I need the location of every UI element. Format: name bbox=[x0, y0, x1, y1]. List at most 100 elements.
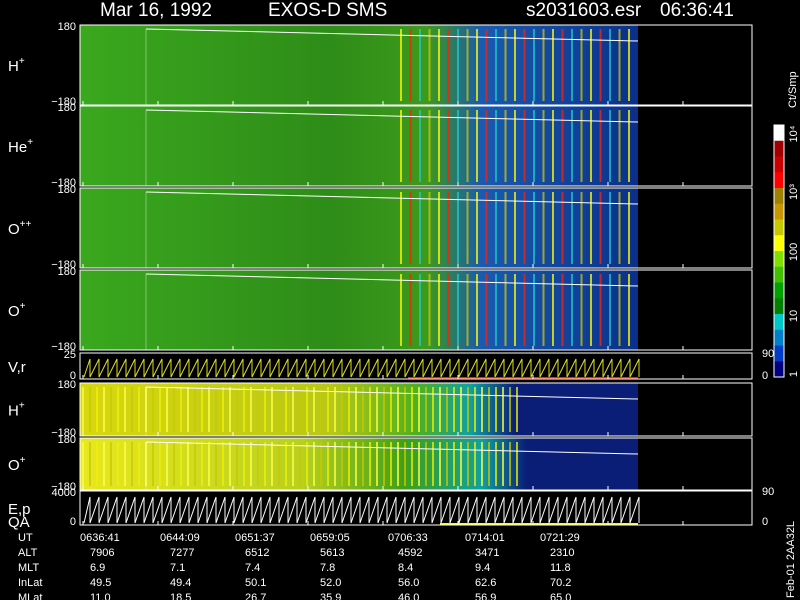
data-stripe bbox=[250, 387, 252, 432]
panel-fill bbox=[80, 383, 638, 436]
data-stripe bbox=[173, 442, 175, 486]
data-stripe bbox=[89, 442, 91, 486]
data-stripe bbox=[124, 442, 126, 486]
data-stripe bbox=[516, 442, 518, 486]
panel-o-plus-2: 180 −180 O+ bbox=[8, 434, 753, 493]
data-stripe bbox=[215, 442, 217, 486]
data-stripe bbox=[509, 442, 511, 486]
y-tick-top: 180 bbox=[58, 102, 76, 114]
panel-frame bbox=[79, 382, 753, 437]
data-stripe bbox=[439, 442, 441, 486]
data-stripe bbox=[348, 387, 350, 432]
panel-fill bbox=[80, 438, 638, 490]
ephemeris-cell: 18.5 bbox=[170, 592, 191, 600]
data-stripe bbox=[383, 442, 385, 486]
data-stripe bbox=[561, 29, 564, 101]
data-stripe bbox=[590, 29, 592, 101]
data-stripe bbox=[278, 387, 280, 432]
right-tick-bottom: 0 bbox=[762, 516, 768, 528]
data-stripe bbox=[124, 387, 126, 432]
data-stripe bbox=[495, 110, 497, 182]
panel-fill bbox=[80, 188, 638, 268]
data-stripe bbox=[447, 29, 450, 101]
data-stripe bbox=[152, 442, 154, 486]
data-stripe bbox=[485, 29, 488, 101]
data-stripe bbox=[425, 442, 427, 486]
data-stripe bbox=[110, 387, 112, 432]
data-stripe bbox=[476, 192, 478, 264]
data-stripe bbox=[313, 387, 315, 432]
data-stripe bbox=[476, 29, 478, 101]
trace-line bbox=[83, 496, 640, 524]
data-stripe bbox=[542, 29, 545, 101]
ephemeris-cell: 50.1 bbox=[245, 577, 266, 589]
right-tick-bottom: 0 bbox=[762, 370, 768, 382]
data-stripe bbox=[306, 442, 308, 486]
data-stripe bbox=[425, 387, 427, 432]
ephemeris-cell: 26.7 bbox=[245, 592, 266, 600]
colorbar-swatch bbox=[774, 361, 784, 378]
data-stripe bbox=[369, 387, 371, 432]
data-stripe bbox=[215, 387, 217, 432]
data-stripe bbox=[485, 192, 488, 264]
panel-frame bbox=[79, 269, 753, 351]
data-stripe bbox=[341, 387, 343, 432]
data-stripe bbox=[418, 442, 420, 486]
data-stripe bbox=[229, 442, 231, 486]
data-stripe bbox=[438, 192, 440, 264]
data-stripe bbox=[243, 442, 245, 486]
y-tick-top: 180 bbox=[58, 379, 76, 391]
panel-h-plus-2: 180 −180 H+ bbox=[8, 379, 753, 439]
panel-fill bbox=[80, 106, 638, 186]
data-stripe bbox=[82, 442, 84, 486]
data-stripe bbox=[533, 192, 535, 264]
data-stripe bbox=[400, 29, 402, 101]
colorbar-tick-label: 10 bbox=[788, 310, 800, 322]
panel-label: O+ bbox=[8, 301, 26, 320]
panel-o-plus: 180 −180 O+ bbox=[8, 266, 753, 353]
colorbar-swatch bbox=[774, 298, 784, 315]
ephemeris-cell: 3471 bbox=[475, 547, 499, 559]
y-tick-bottom: 0 bbox=[70, 370, 76, 382]
colorbar-swatch bbox=[774, 345, 784, 362]
data-stripe bbox=[488, 387, 490, 432]
colorbar-swatch bbox=[774, 314, 784, 331]
ephemeris-cell: 35.9 bbox=[320, 592, 341, 600]
data-stripe bbox=[504, 110, 507, 182]
data-stripe bbox=[474, 387, 476, 432]
data-stripe bbox=[222, 387, 224, 432]
data-stripe bbox=[495, 29, 497, 101]
ephemeris-cell: 65.0 bbox=[550, 592, 571, 600]
y-tick-top: 180 bbox=[58, 21, 76, 33]
data-stripe bbox=[561, 274, 564, 346]
data-stripe bbox=[257, 387, 259, 432]
colorbar-swatch bbox=[774, 219, 784, 236]
y-tick-top: 180 bbox=[58, 266, 76, 278]
colorbar-swatch bbox=[774, 251, 784, 268]
data-stripe bbox=[580, 110, 583, 182]
data-stripe bbox=[409, 274, 412, 346]
data-stripe bbox=[618, 110, 621, 182]
data-stripe bbox=[609, 110, 611, 182]
trace-baseline bbox=[408, 377, 638, 379]
panel-ep-qa: 90 0 4000 0 E,pQA bbox=[8, 486, 774, 531]
data-stripe bbox=[355, 442, 357, 486]
data-stripe bbox=[561, 110, 564, 182]
colorbar-swatch bbox=[774, 125, 784, 142]
ephemeris-row-label: ALT bbox=[18, 547, 38, 559]
data-stripe bbox=[609, 274, 611, 346]
footer-stamp: Feb-01 2AA32L bbox=[785, 521, 797, 598]
data-stripe bbox=[299, 387, 301, 432]
data-stripe bbox=[180, 442, 182, 486]
data-stripe bbox=[590, 110, 592, 182]
data-stripe bbox=[341, 442, 343, 486]
data-stripe bbox=[96, 387, 98, 432]
data-stripe bbox=[320, 442, 322, 486]
data-stripe bbox=[476, 110, 478, 182]
data-stripe bbox=[243, 387, 245, 432]
ephemeris-cell: 46.0 bbox=[398, 592, 419, 600]
data-stripe bbox=[552, 110, 554, 182]
data-stripe bbox=[502, 442, 504, 486]
data-stripe bbox=[428, 110, 431, 182]
data-stripe bbox=[590, 274, 592, 346]
